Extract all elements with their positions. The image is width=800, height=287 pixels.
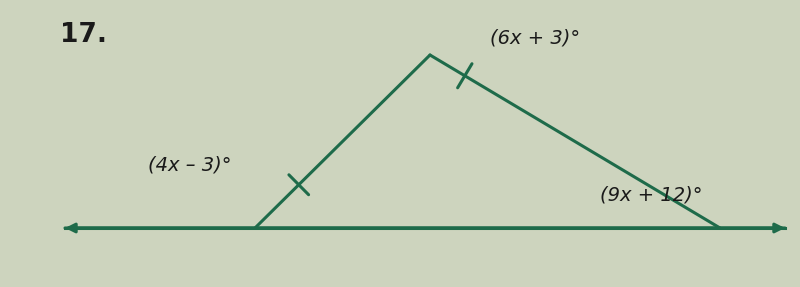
Text: (4x – 3)°: (4x – 3)° [148,156,231,174]
Text: (9x + 12)°: (9x + 12)° [600,185,702,205]
Text: (6x + 3)°: (6x + 3)° [490,28,580,47]
Text: 17.: 17. [60,22,107,48]
